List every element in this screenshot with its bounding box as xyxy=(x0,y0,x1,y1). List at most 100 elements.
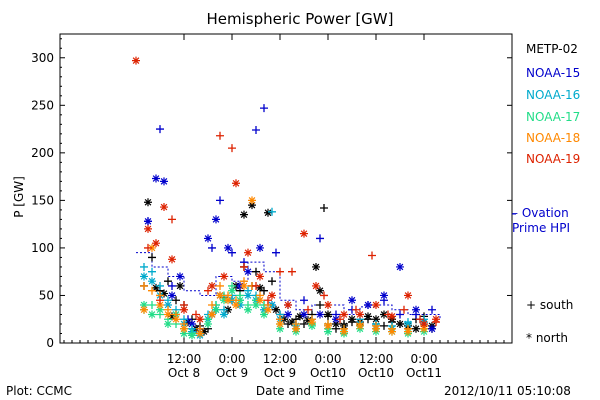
south-marker xyxy=(264,296,272,305)
south-marker xyxy=(300,296,308,305)
north-marker xyxy=(264,305,272,314)
north-marker xyxy=(180,324,188,333)
south-marker xyxy=(400,305,408,314)
legend-noaa-15: NOAA-15 xyxy=(526,66,581,80)
south-marker xyxy=(140,262,148,271)
north-marker xyxy=(200,327,208,336)
north-marker xyxy=(220,310,228,319)
north-marker xyxy=(428,324,436,333)
south-marker xyxy=(276,267,284,276)
north-marker xyxy=(164,300,172,309)
north-marker xyxy=(244,248,252,257)
north-marker xyxy=(256,272,264,281)
south-marker xyxy=(252,267,260,276)
ovation-legend-line2: Prime HPI xyxy=(512,221,570,235)
south-marker xyxy=(268,207,276,216)
north-marker xyxy=(228,286,236,295)
timestamp: 2012/10/11 05:10:08 xyxy=(444,384,571,398)
x-tick-label-date: Oct10 xyxy=(310,366,346,380)
north-marker xyxy=(284,310,292,319)
north-marker xyxy=(312,262,320,271)
south-marker xyxy=(320,203,328,212)
x-tick-label-time: 12:00 xyxy=(167,352,202,366)
north-marker xyxy=(232,179,240,188)
legend-metp-02: METP-02 xyxy=(526,42,578,56)
north-marker xyxy=(292,324,300,333)
north-marker xyxy=(268,291,276,300)
y-tick-label: 200 xyxy=(31,146,54,160)
north-marker xyxy=(152,283,160,292)
north-marker xyxy=(264,208,272,217)
south-marker xyxy=(228,248,236,257)
south-marker xyxy=(368,251,376,260)
north-marker xyxy=(240,210,248,219)
north-marker xyxy=(312,281,320,290)
north-marker xyxy=(324,310,332,319)
x-tick-label-date: Oct 9 xyxy=(264,366,296,380)
south-marker xyxy=(252,126,260,135)
north-marker xyxy=(396,262,404,271)
south-marker xyxy=(208,300,216,309)
north-marker xyxy=(272,305,280,314)
north-marker xyxy=(380,291,388,300)
north-marker xyxy=(224,243,232,252)
x-tick-label-date: Oct 9 xyxy=(216,366,248,380)
north-marker xyxy=(300,310,308,319)
north-marker xyxy=(208,310,216,319)
north-marker xyxy=(244,305,252,314)
north-marker xyxy=(372,324,380,333)
south-marker xyxy=(316,234,324,243)
north-marker xyxy=(224,296,232,305)
north-marker xyxy=(168,291,176,300)
north-marker xyxy=(196,329,204,338)
north-marker xyxy=(252,300,260,309)
north-marker xyxy=(188,319,196,328)
north-marker xyxy=(256,296,264,305)
north-marker xyxy=(388,312,396,321)
north-marker xyxy=(212,215,220,224)
north-marker xyxy=(348,315,356,324)
south-marker xyxy=(164,277,172,286)
south-marker xyxy=(148,286,156,295)
south-marker xyxy=(272,248,280,257)
north-marker xyxy=(316,286,324,295)
north-marker xyxy=(160,203,168,212)
plot-frame xyxy=(59,33,513,344)
north-marker xyxy=(332,319,340,328)
south-marker xyxy=(352,305,360,314)
north-marker xyxy=(364,312,372,321)
north-marker xyxy=(212,305,220,314)
north-marker xyxy=(172,315,180,324)
symbol-key-north: * north xyxy=(526,331,569,345)
south-marker xyxy=(144,243,152,252)
south-marker xyxy=(140,281,148,290)
north-marker xyxy=(404,319,412,328)
south-marker xyxy=(168,281,176,290)
north-marker xyxy=(220,272,228,281)
ovation-line xyxy=(136,252,441,320)
south-marker xyxy=(208,243,216,252)
x-tick-label-time: 0:00 xyxy=(411,352,438,366)
south-marker xyxy=(300,319,308,328)
north-marker xyxy=(316,310,324,319)
south-marker xyxy=(156,125,164,134)
north-marker xyxy=(168,312,176,321)
north-marker xyxy=(304,316,312,325)
south-marker xyxy=(396,310,404,319)
north-marker xyxy=(404,291,412,300)
north-marker xyxy=(140,272,148,281)
south-marker xyxy=(156,281,164,290)
north-marker xyxy=(412,324,420,333)
south-marker xyxy=(148,300,156,309)
north-marker xyxy=(324,327,332,336)
north-marker xyxy=(404,327,412,336)
y-tick-label: 0 xyxy=(46,336,54,350)
north-marker xyxy=(204,319,212,328)
north-marker xyxy=(396,319,404,328)
x-tick-label-date: Oct 8 xyxy=(168,366,200,380)
north-marker xyxy=(248,201,256,210)
south-marker xyxy=(192,310,200,319)
x-tick-label-date: Oct10 xyxy=(358,366,394,380)
north-marker xyxy=(144,217,152,226)
north-marker xyxy=(144,224,152,233)
